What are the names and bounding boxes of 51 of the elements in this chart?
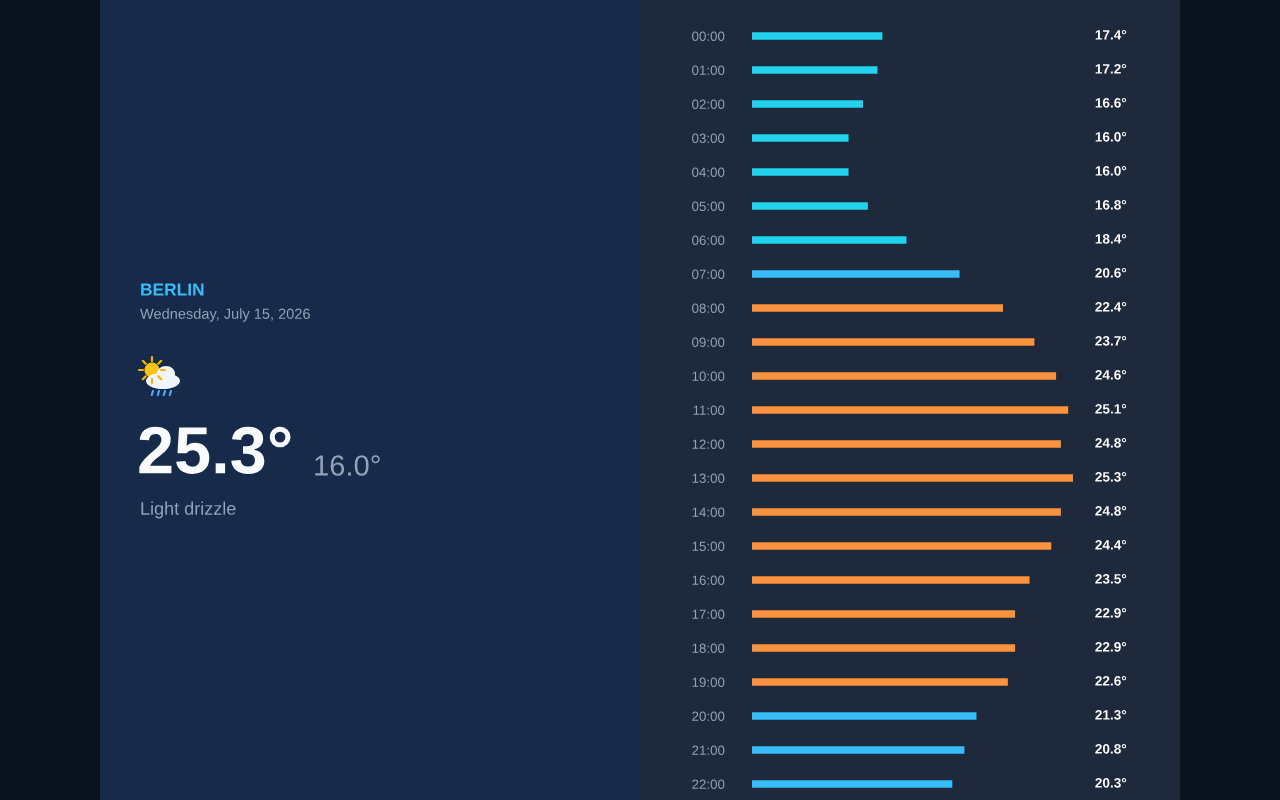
y-tick-label: 18:00 <box>692 643 725 653</box>
y-tick-label: 10:00 <box>692 371 725 381</box>
data-label: 23.5° <box>1095 574 1127 584</box>
data-label: 18.4° <box>1095 234 1127 244</box>
data-label: 25.3° <box>1095 472 1127 482</box>
data-label: 20.8° <box>1095 744 1127 754</box>
data-label: 24.6° <box>1095 370 1127 380</box>
data-label: 17.2° <box>1095 64 1127 74</box>
y-tick-label: 07:00 <box>692 269 725 279</box>
y-tick-label: 17:00 <box>692 609 725 619</box>
data-label: 25.1° <box>1095 404 1127 414</box>
data-label: 20.6° <box>1095 268 1127 278</box>
text: BERLIN <box>141 283 204 296</box>
y-tick-label: 11:00 <box>693 405 725 415</box>
data-label: 23.7° <box>1095 336 1127 346</box>
data-label: 17.4° <box>1095 30 1127 40</box>
data-label: 21.3° <box>1095 710 1127 720</box>
data-label: 24.8° <box>1095 506 1127 516</box>
y-tick-label: 06:00 <box>692 235 725 245</box>
data-label: 22.4° <box>1095 302 1127 312</box>
y-tick-label: 22:00 <box>692 779 725 789</box>
y-tick-label: 21:00 <box>692 745 725 755</box>
data-label: 22.6° <box>1095 676 1127 686</box>
y-tick-label: 00:00 <box>692 31 725 41</box>
y-tick-label: 02:00 <box>692 99 725 109</box>
y-tick-label: 08:00 <box>692 303 725 313</box>
y-tick-label: 05:00 <box>692 201 725 211</box>
data-label: 16.6° <box>1095 98 1127 108</box>
data-label: 24.8° <box>1095 438 1127 448</box>
y-tick-label: 14:00 <box>692 507 725 517</box>
data-label: 22.9° <box>1095 608 1127 618</box>
y-tick-label: 04:00 <box>692 167 725 177</box>
y-tick-label: 19:00 <box>692 677 725 687</box>
y-tick-label: 03:00 <box>692 133 725 143</box>
y-tick-label: 20:00 <box>692 711 725 721</box>
data-label: 22.9° <box>1095 642 1127 652</box>
y-tick-label: 13:00 <box>692 473 725 483</box>
y-tick-label: 09:00 <box>692 337 725 347</box>
text: Wednesday, July 15, 2026 <box>140 308 310 322</box>
y-tick-label: 12:00 <box>692 439 725 449</box>
data-label: 16.0° <box>1095 166 1127 176</box>
y-tick-label: 01:00 <box>692 65 725 75</box>
text: 25.3° <box>139 426 291 474</box>
data-label: 24.4° <box>1095 540 1127 550</box>
text: 16.0° <box>315 455 380 476</box>
y-tick-label: 15:00 <box>692 541 725 551</box>
text: Light drizzle <box>141 501 236 519</box>
data-label: 16.0° <box>1095 132 1127 142</box>
data-label: 16.8° <box>1095 200 1127 210</box>
y-tick-label: 16:00 <box>692 575 725 585</box>
data-label: 20.3° <box>1095 778 1127 788</box>
